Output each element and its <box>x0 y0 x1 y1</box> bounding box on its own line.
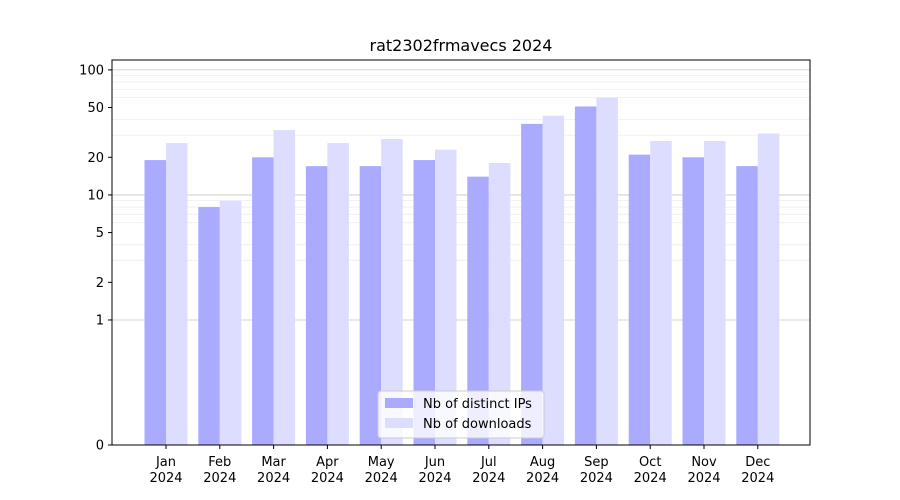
y-tick-label: 0 <box>96 439 104 454</box>
y-tick-label: 10 <box>87 188 104 203</box>
bar-distinct-ips <box>736 166 758 445</box>
legend: Nb of distinct IPs Nb of downloads <box>377 390 545 439</box>
x-tick-label: Aug 2024 <box>526 455 559 486</box>
x-tick-label: May 2024 <box>365 455 398 486</box>
bar-distinct-ips <box>144 160 166 445</box>
x-tick-label: Jan 2024 <box>149 455 182 486</box>
legend-box <box>377 390 545 439</box>
bar-distinct-ips <box>413 160 435 445</box>
bar-downloads <box>488 163 511 445</box>
x-tick-label: Apr 2024 <box>311 455 344 486</box>
bar-downloads <box>596 97 618 445</box>
legend-swatch <box>385 418 413 428</box>
x-axis: Jan 2024 Feb 2024 Mar 2024 Apr 2024 May 2024 Jun 20… <box>149 445 774 486</box>
bar-downloads <box>650 140 672 445</box>
bar-downloads <box>273 130 296 445</box>
plot-area <box>111 59 811 446</box>
bar-downloads <box>166 143 188 445</box>
y-tick-label: 50 <box>87 101 104 116</box>
x-tick-label: Jun 2024 <box>418 455 451 486</box>
bar-downloads <box>704 140 726 445</box>
bar-downloads <box>327 143 349 445</box>
x-tick-label: Nov 2024 <box>687 455 720 486</box>
x-tick-label: Jul 2024 <box>472 455 505 486</box>
legend-swatch <box>385 398 413 408</box>
x-tick-label: Feb 2024 <box>203 455 236 486</box>
bar-distinct-ips <box>198 207 220 445</box>
y-tick-label: 5 <box>96 226 104 241</box>
legend-label: Nb of distinct IPs <box>423 397 532 412</box>
bar-distinct-ips <box>252 157 274 445</box>
bar-distinct-ips <box>682 157 704 445</box>
bar-distinct-ips <box>628 154 651 446</box>
y-axis: 0 1 2 5 10 20 50 100 <box>79 63 112 454</box>
x-tick-label: Dec 2024 <box>741 455 774 486</box>
bar-downloads <box>381 139 403 445</box>
bar-distinct-ips <box>521 123 543 445</box>
chart-title: rat2302frmavecs 2024 <box>370 36 553 55</box>
x-tick-label: Oct 2024 <box>634 455 667 486</box>
x-tick-label: Mar 2024 <box>257 455 290 486</box>
bar-downloads <box>757 133 780 445</box>
y-tick-label: 100 <box>79 63 104 78</box>
bar-distinct-ips <box>359 166 382 445</box>
y-tick-label: 2 <box>96 276 104 291</box>
bar-distinct-ips <box>305 166 328 445</box>
bar-downloads <box>435 149 457 446</box>
bar-downloads <box>219 200 242 445</box>
y-tick-label: 1 <box>96 313 104 328</box>
bar-distinct-ips <box>574 106 597 445</box>
bar-distinct-ips <box>467 176 489 445</box>
bars <box>144 97 780 446</box>
legend-label: Nb of downloads <box>423 417 532 432</box>
x-tick-label: Sep 2024 <box>580 455 613 486</box>
bar-downloads <box>542 115 565 445</box>
y-tick-label: 20 <box>87 151 104 166</box>
